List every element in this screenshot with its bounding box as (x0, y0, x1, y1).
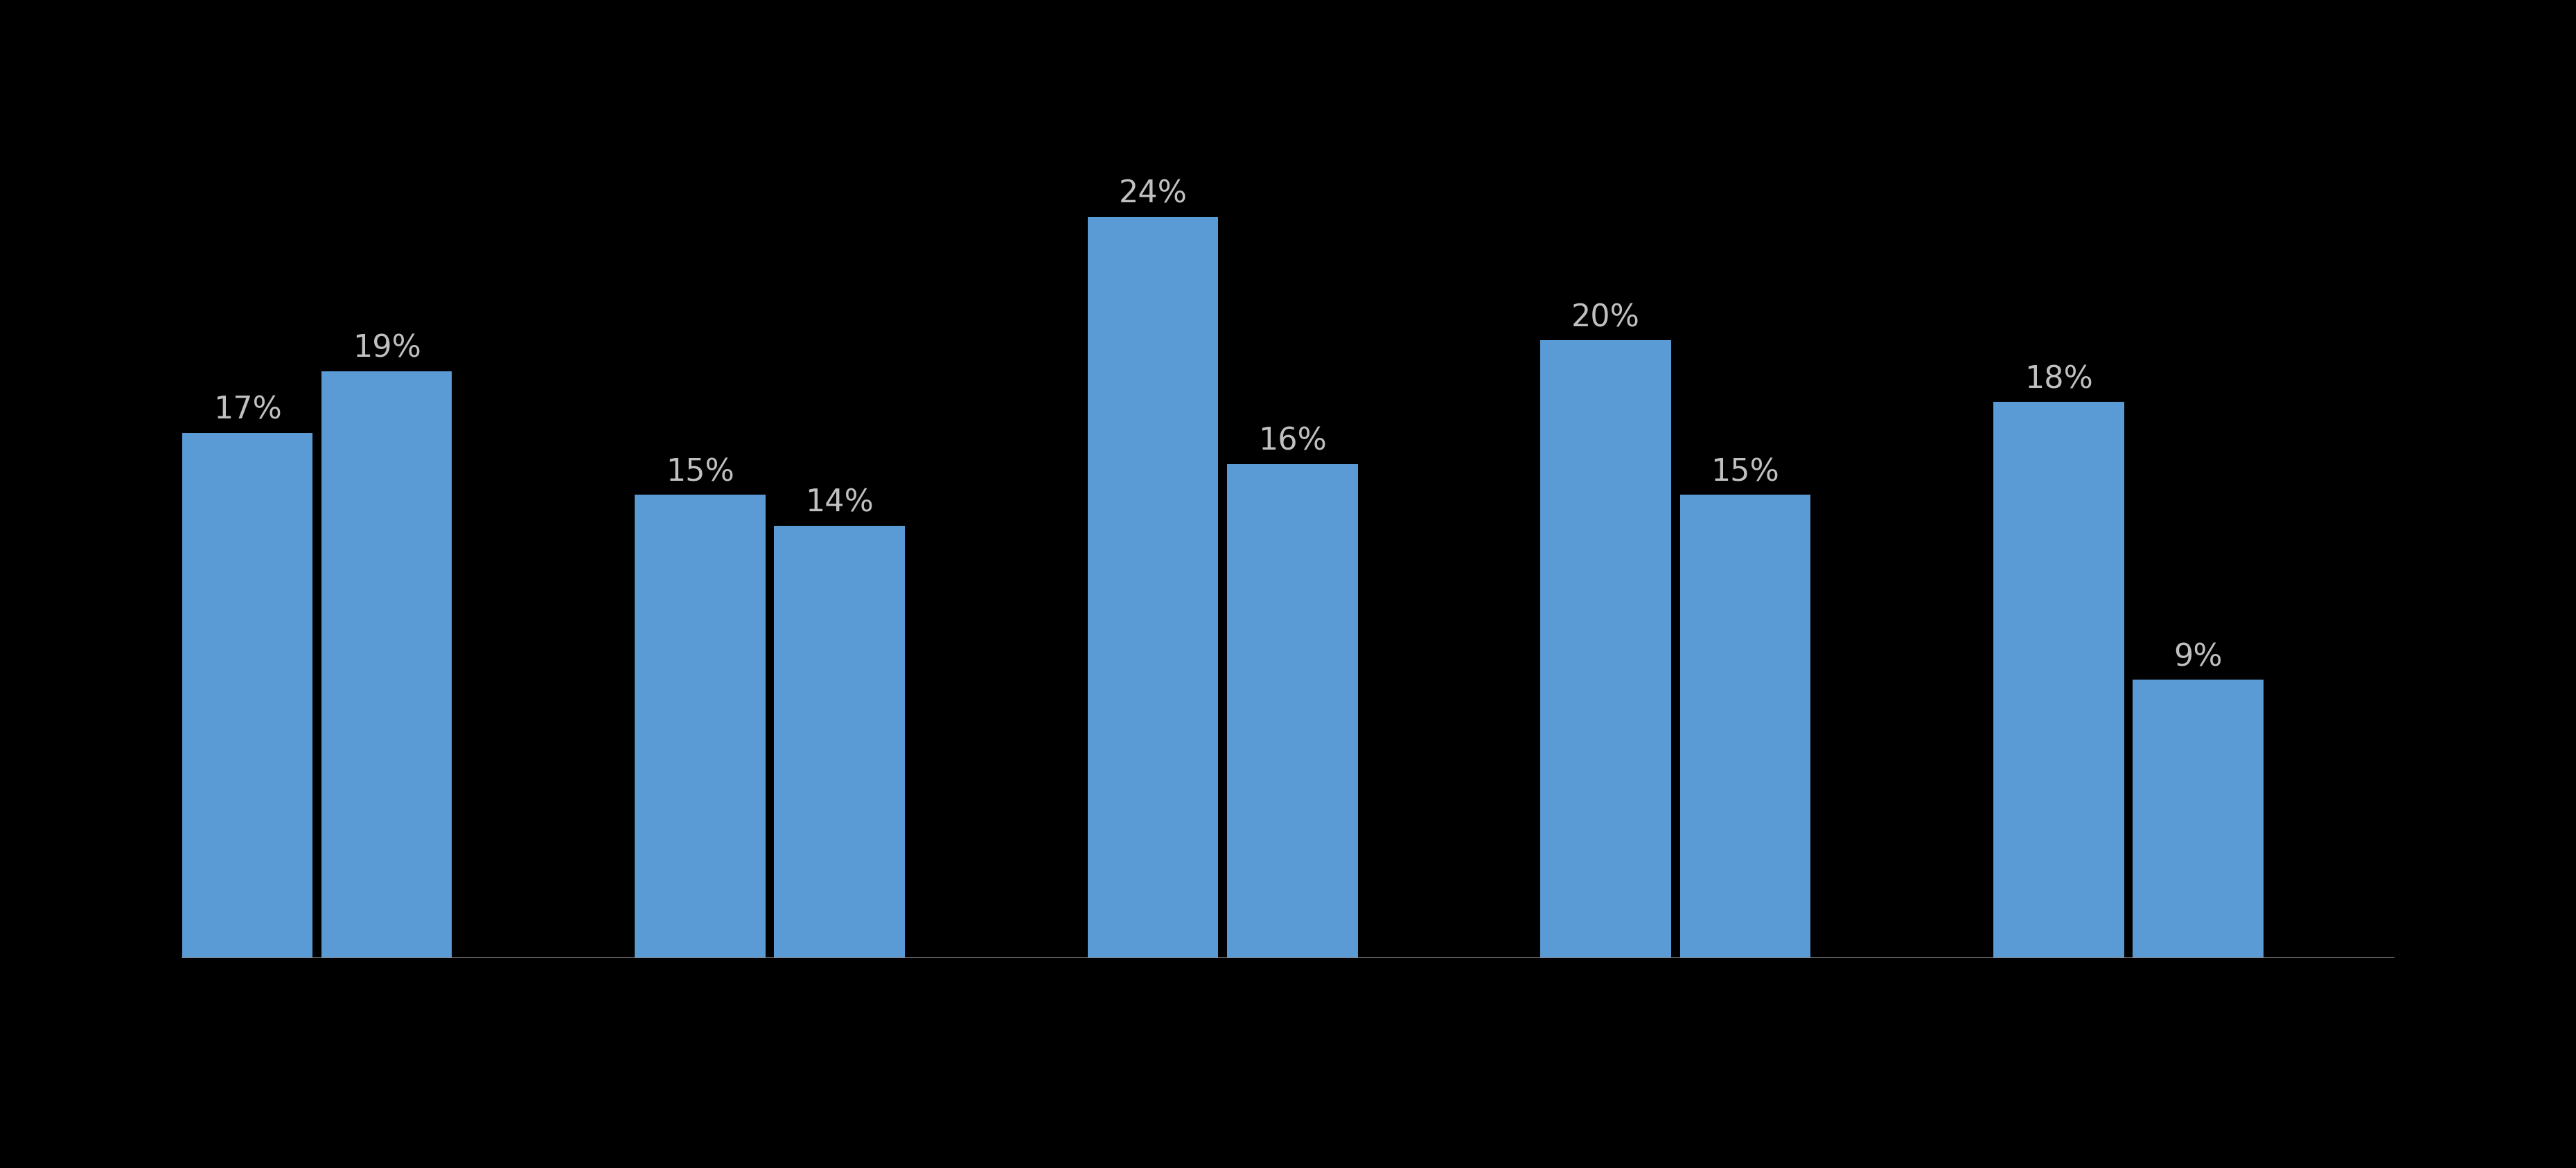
Text: 18%: 18% (2025, 364, 2092, 395)
Bar (634, 495, 765, 958)
Bar (183, 433, 312, 958)
Text: 24%: 24% (1118, 180, 1188, 209)
Bar (322, 371, 451, 958)
Bar (1540, 340, 1672, 958)
Text: 16%: 16% (1257, 426, 1327, 457)
Bar (1226, 464, 1358, 958)
Text: 20%: 20% (1571, 303, 1641, 333)
Bar (1680, 495, 1811, 958)
Text: 19%: 19% (353, 334, 420, 363)
Text: 17%: 17% (214, 396, 281, 425)
Text: 15%: 15% (1710, 457, 1780, 487)
Bar (1087, 217, 1218, 958)
Text: 14%: 14% (806, 488, 873, 517)
Text: 9%: 9% (2174, 642, 2223, 673)
Bar (775, 526, 904, 958)
Bar (1994, 402, 2125, 958)
Text: 15%: 15% (667, 457, 734, 487)
Bar (2133, 680, 2264, 958)
